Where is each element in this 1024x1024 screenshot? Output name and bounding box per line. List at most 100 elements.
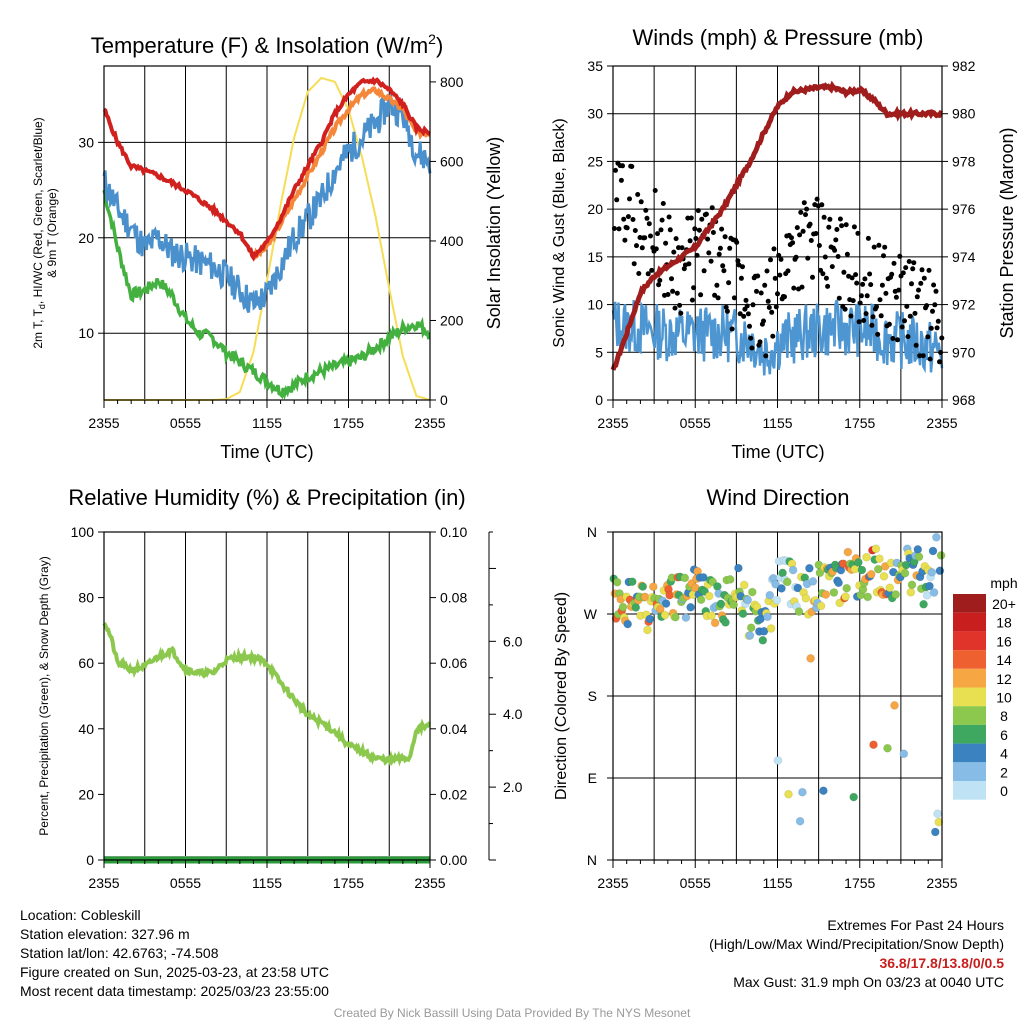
gust-point xyxy=(889,271,895,277)
gust-point xyxy=(864,293,870,299)
direction-point xyxy=(686,602,696,612)
humidity-xtick-label: 2355 xyxy=(88,875,119,891)
gust-point xyxy=(656,282,662,288)
gust-point xyxy=(698,292,704,298)
direction-point xyxy=(648,582,658,592)
direction-point xyxy=(729,600,739,610)
direction-point xyxy=(816,601,826,611)
direction-point xyxy=(934,817,944,827)
direction-ytick-label: W xyxy=(584,606,598,622)
winds-xtick-label: 0555 xyxy=(680,415,711,431)
humidity-ytick-label: 20 xyxy=(78,786,94,802)
gust-point xyxy=(692,226,698,232)
direction-xtick-label: 1755 xyxy=(844,875,875,891)
direction-ytick-label: E xyxy=(588,770,597,786)
direction-point xyxy=(746,623,756,633)
temperature-y2tick-label: 800 xyxy=(440,74,464,90)
gust-point xyxy=(691,285,697,291)
temperature-ytick-label: 30 xyxy=(78,134,94,150)
gust-point xyxy=(857,300,863,306)
humidity-xtick-label: 1155 xyxy=(252,875,282,891)
direction-point xyxy=(725,574,735,584)
temperature-xlabel: Time (UTC) xyxy=(220,442,313,462)
humidity-grid xyxy=(103,532,431,860)
direction-point xyxy=(857,565,867,575)
gust-point xyxy=(937,359,942,365)
direction-point xyxy=(891,590,901,599)
gust-point xyxy=(703,211,709,217)
gust-point xyxy=(790,240,796,246)
direction-point xyxy=(707,611,717,621)
gust-point xyxy=(890,336,896,341)
gust-point xyxy=(643,207,649,213)
gust-point xyxy=(642,235,648,241)
gust-point xyxy=(638,199,644,205)
direction-point xyxy=(660,610,670,620)
winds-ytick-label: 30 xyxy=(587,106,603,122)
figure: Temperature (F) & Insolation (W/m2) 2355… xyxy=(31,25,1018,891)
gust-point xyxy=(851,224,857,230)
direction-point xyxy=(834,578,844,588)
direction-point xyxy=(645,614,655,624)
winds-y2tick-label: 978 xyxy=(952,153,976,169)
gust-point xyxy=(856,319,862,325)
gust-point xyxy=(741,313,747,319)
gust-point xyxy=(897,253,903,259)
gust-point xyxy=(699,216,705,222)
direction-point xyxy=(841,592,851,602)
direction-xtick-label: 2355 xyxy=(926,875,957,891)
direction-point xyxy=(866,569,876,579)
direction-point xyxy=(681,613,691,623)
winds-panel: Winds (mph) & Pressure (mb) 2355 0555 1155… xyxy=(551,25,1017,462)
gust-point xyxy=(793,254,799,260)
direction-point xyxy=(752,602,762,612)
winds-series xyxy=(610,80,945,376)
legend-label: 2 xyxy=(1000,764,1008,780)
gust-point xyxy=(657,277,663,283)
direction-point xyxy=(842,583,852,593)
winds-ylabel-right: Station Pressure (Maroon) xyxy=(997,127,1017,338)
gust-point xyxy=(822,254,828,260)
winds-ytick-label: 15 xyxy=(587,249,603,265)
direction-point xyxy=(670,612,680,622)
gust-point xyxy=(829,264,835,270)
direction-point xyxy=(631,603,641,612)
gust-point xyxy=(625,214,631,220)
direction-point xyxy=(758,635,768,645)
gust-point xyxy=(745,311,751,317)
gust-point xyxy=(613,167,618,173)
legend-swatch xyxy=(953,668,986,688)
gust-point xyxy=(754,288,759,294)
legend-label: 0 xyxy=(1000,783,1008,799)
gust-point xyxy=(865,235,871,241)
gust-point xyxy=(695,208,701,214)
gust-point xyxy=(917,353,923,359)
gust-point xyxy=(916,287,921,293)
gust-point xyxy=(896,287,902,293)
gust-point xyxy=(655,231,660,237)
direction-point xyxy=(716,599,726,609)
direction-ytick-label: N xyxy=(587,852,597,868)
gust-point xyxy=(789,235,794,241)
gust-point xyxy=(850,298,856,304)
gust-point xyxy=(627,196,632,202)
gust-point xyxy=(833,237,839,243)
winds-ytick-label: 35 xyxy=(587,58,603,74)
gust-point xyxy=(720,263,726,269)
windchill-line xyxy=(102,91,432,313)
gust-point xyxy=(808,238,814,243)
direction-point xyxy=(777,583,786,593)
gust-point xyxy=(714,282,720,288)
temperature-y2tick-label: 600 xyxy=(440,153,464,169)
direction-point xyxy=(874,554,884,564)
gust-point xyxy=(726,280,732,286)
gust-point xyxy=(708,258,714,264)
gust-point xyxy=(663,240,669,246)
direction-point xyxy=(806,653,816,663)
gust-point xyxy=(762,282,768,288)
gust-point xyxy=(689,297,695,303)
humidity-y2tick-label: 0.04 xyxy=(440,721,467,737)
direction-xtick-label: 0555 xyxy=(680,875,711,891)
gust-point xyxy=(721,268,727,274)
direction-point xyxy=(890,700,899,710)
